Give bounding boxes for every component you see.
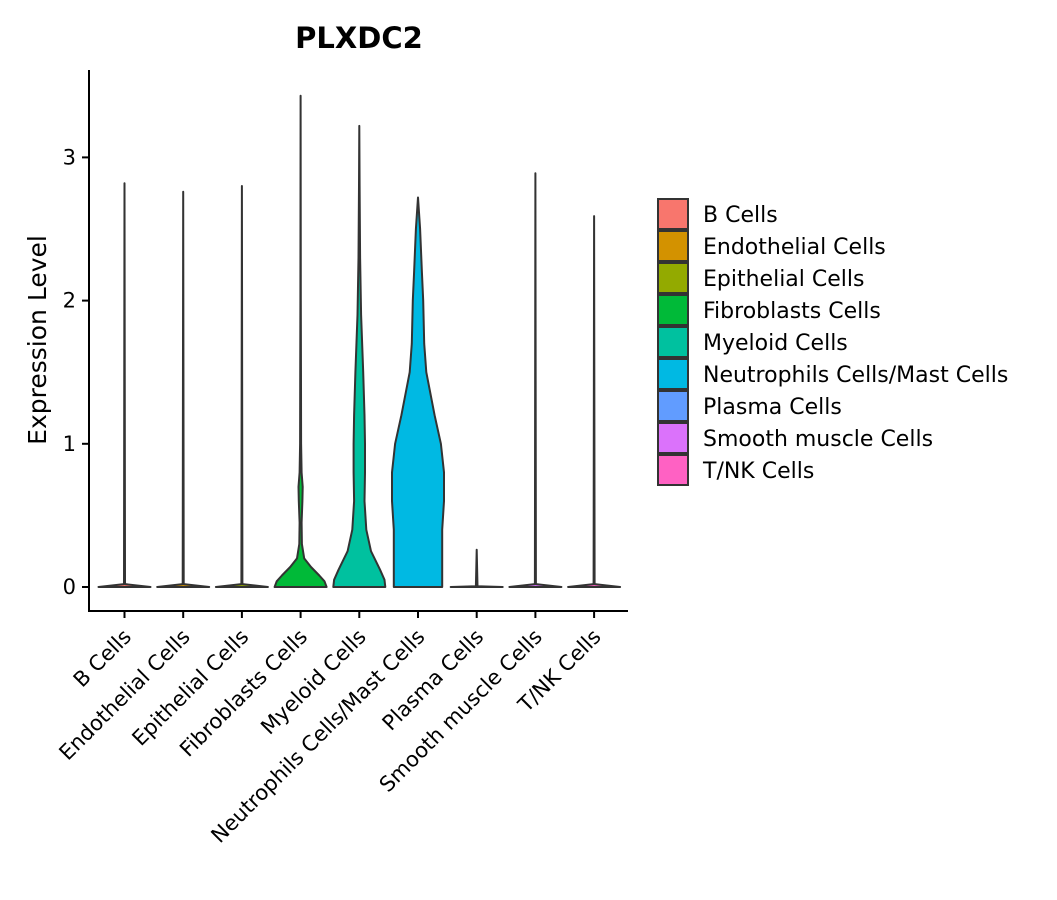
violin-plasma-cells [449, 548, 504, 588]
legend-label-epithelial-cells: Epithelial Cells [703, 267, 864, 292]
violin-epithelial-cells [214, 185, 269, 588]
legend-label-smooth-muscle-cells: Smooth muscle Cells [703, 427, 933, 452]
legend-label-neutrophils-cells-mast-cells: Neutrophils Cells/Mast Cells [703, 363, 1008, 388]
legend-key-smooth-muscle-cells [657, 422, 689, 454]
violin-t-nk-cells [567, 215, 622, 588]
legend-key-b-cells [657, 198, 689, 230]
chart-title: PLXDC2 [295, 21, 423, 55]
violin-neutrophils-cells-mast-cells [391, 196, 445, 588]
legend-key-fibroblasts-cells [657, 294, 689, 326]
legend-label-t-nk-cells: T/NK Cells [702, 459, 814, 484]
legend-key-plasma-cells [657, 390, 689, 422]
y-tick-label-3: 3 [63, 145, 76, 169]
y-tick-label-2: 2 [63, 289, 76, 313]
legend-key-t-nk-cells [657, 454, 689, 486]
y-axis-title: Expression Level [23, 235, 52, 445]
legend-key-myeloid-cells [657, 326, 689, 358]
legend: B Cells Endothelial Cells Epithelial Cells… [657, 198, 1008, 486]
legend-label-endothelial-cells: Endothelial Cells [703, 235, 886, 260]
violin-b-cells [97, 182, 152, 588]
y-tick-label-1: 1 [63, 432, 76, 456]
legend-label-myeloid-cells: Myeloid Cells [703, 331, 848, 356]
legend-label-b-cells: B Cells [703, 203, 778, 228]
y-tick-label-0: 0 [63, 575, 76, 599]
x-tick-label-neutrophils-cells-mast-cells: Neutrophils Cells/Mast Cells [206, 625, 429, 848]
violin-endothelial-cells [156, 190, 211, 588]
legend-label-plasma-cells: Plasma Cells [703, 395, 842, 420]
plot-area [97, 94, 622, 588]
violin-smooth-muscle-cells [508, 172, 563, 588]
x-tick-label-plasma-cells: Plasma Cells [378, 625, 489, 736]
legend-key-epithelial-cells [657, 262, 689, 294]
legend-key-neutrophils-cells-mast-cells [657, 358, 689, 390]
legend-label-fibroblasts-cells: Fibroblasts Cells [703, 299, 881, 324]
x-tick-label-myeloid-cells: Myeloid Cells [256, 625, 371, 740]
legend-key-endothelial-cells [657, 230, 689, 262]
violin-fibroblasts-cells [273, 94, 328, 588]
violin-myeloid-cells [332, 124, 387, 588]
